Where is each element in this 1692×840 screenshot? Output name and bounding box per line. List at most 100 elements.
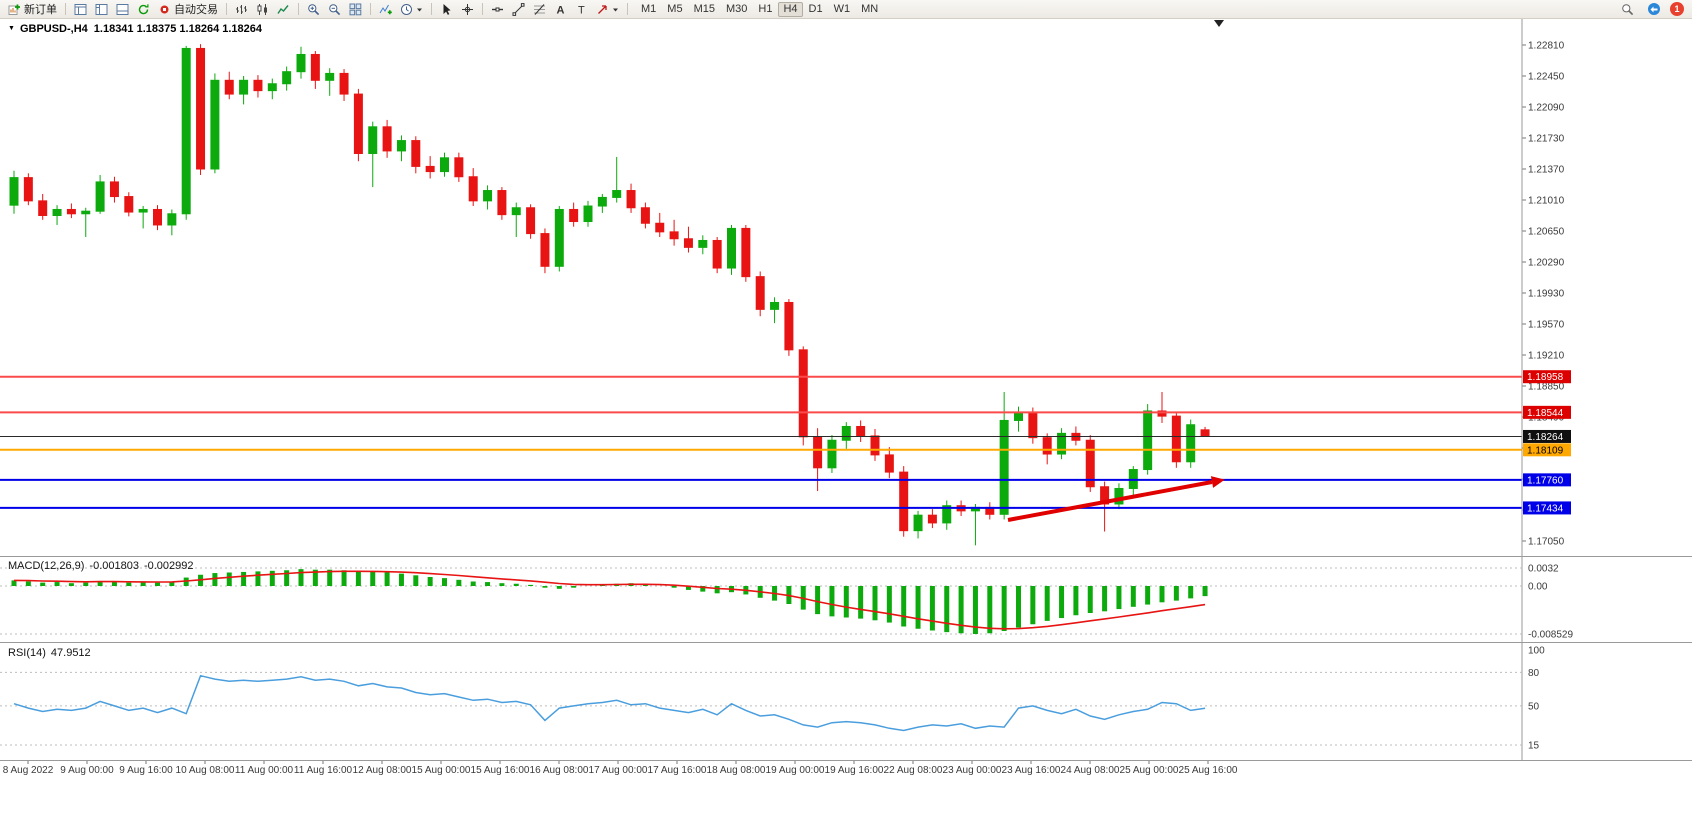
label-icon: T xyxy=(578,4,585,16)
svg-text:8 Aug 2022: 8 Aug 2022 xyxy=(3,765,54,776)
rsi-line xyxy=(13,674,1206,732)
cursor-button[interactable] xyxy=(436,1,457,17)
indicators-icon xyxy=(379,4,392,14)
chart-symbol-period: GBPUSD-,H4 xyxy=(19,23,88,35)
svg-text:9 Aug 16:00: 9 Aug 16:00 xyxy=(119,765,173,776)
terminal-icon xyxy=(116,3,129,15)
bar-chart-icon xyxy=(236,4,247,14)
refresh-button[interactable] xyxy=(133,1,154,17)
line-chart-button[interactable] xyxy=(273,1,294,17)
macd-signal-value: -0.002992 xyxy=(143,560,194,572)
auto-trading-label: 自动交易 xyxy=(174,4,218,16)
community-button[interactable] xyxy=(1643,1,1665,17)
svg-text:19 Aug 00:00: 19 Aug 00:00 xyxy=(766,765,825,776)
svg-text:1.18109: 1.18109 xyxy=(1527,445,1564,456)
navigator-icon xyxy=(95,3,108,15)
svg-text:11 Aug 00:00: 11 Aug 00:00 xyxy=(235,765,294,776)
svg-text:-0.008529: -0.008529 xyxy=(1528,629,1573,640)
rsi-title: RSI(14) xyxy=(8,647,46,659)
terminal-button[interactable] xyxy=(112,1,133,17)
tile-windows-button[interactable] xyxy=(345,1,366,17)
svg-text:1.21010: 1.21010 xyxy=(1528,196,1565,207)
svg-text:24 Aug 08:00: 24 Aug 08:00 xyxy=(1061,765,1120,776)
chart-ohlc-values: 1.18341 1.18375 1.18264 1.18264 xyxy=(93,23,262,35)
candlestick-chart-button[interactable] xyxy=(252,1,273,17)
svg-text:16 Aug 08:00: 16 Aug 08:00 xyxy=(530,765,589,776)
svg-text:80: 80 xyxy=(1528,668,1540,679)
svg-text:1.20650: 1.20650 xyxy=(1528,227,1565,238)
svg-text:9 Aug 00:00: 9 Aug 00:00 xyxy=(60,765,114,776)
time-axis: 8 Aug 2022 9 Aug 00:00 9 Aug 16:00 10 Aug 0… xyxy=(3,761,1238,776)
svg-text:15 Aug 00:00: 15 Aug 00:00 xyxy=(412,765,471,776)
svg-text:T: T xyxy=(578,4,585,16)
level-lines: 1.18958 1.18544 1.18264 1.18109 1.17760 1.174… xyxy=(0,370,1571,515)
cursor-icon xyxy=(443,3,451,15)
svg-text:1.19210: 1.19210 xyxy=(1528,351,1565,362)
chart-ohlc-header: GBPUSD-,H4 1.18341 1.18375 1.18264 1.1826… xyxy=(8,23,262,35)
candlestick-chart-icon xyxy=(257,3,267,15)
zoom-out-button[interactable] xyxy=(324,1,345,17)
text-button[interactable]: A xyxy=(550,1,571,17)
navigator-button[interactable] xyxy=(91,1,112,17)
market-watch-icon xyxy=(74,3,87,15)
svg-text:1.19570: 1.19570 xyxy=(1528,320,1565,331)
svg-text:17 Aug 00:00: 17 Aug 00:00 xyxy=(589,765,648,776)
fibonacci-button[interactable] xyxy=(529,1,550,17)
svg-text:11 Aug 16:00: 11 Aug 16:00 xyxy=(294,765,353,776)
svg-text:25 Aug 16:00: 25 Aug 16:00 xyxy=(1179,765,1238,776)
svg-text:18 Aug 08:00: 18 Aug 08:00 xyxy=(707,765,766,776)
community-icon xyxy=(1648,3,1660,15)
collapse-triangle-icon[interactable] xyxy=(8,23,20,35)
auto-trading-button[interactable]: 自动交易 xyxy=(154,1,222,17)
tab-timeframe-m30[interactable]: M30 xyxy=(721,2,752,17)
tab-timeframe-h4[interactable]: H4 xyxy=(778,1,803,17)
arrows-button[interactable] xyxy=(592,1,623,17)
svg-text:1.18958: 1.18958 xyxy=(1527,372,1564,383)
tab-timeframe-m15[interactable]: M15 xyxy=(689,2,720,17)
clock-icon xyxy=(401,3,412,15)
rsi-header: RSI(14) 47.9512 xyxy=(8,647,96,659)
horizontal-line-button[interactable] xyxy=(487,1,508,17)
tab-timeframe-w1[interactable]: W1 xyxy=(829,2,856,17)
bar-chart-button[interactable] xyxy=(231,1,252,17)
new-order-icon xyxy=(8,4,20,15)
shift-marker-icon xyxy=(1214,20,1224,27)
label-button[interactable]: T xyxy=(571,1,592,17)
notification-badge[interactable]: 1 xyxy=(1670,2,1684,16)
macd-signal-line xyxy=(13,570,1206,630)
svg-text:19 Aug 16:00: 19 Aug 16:00 xyxy=(825,765,884,776)
text-icon: A xyxy=(557,4,565,16)
new-order-button[interactable]: 新订单 xyxy=(4,1,61,17)
crosshair-button[interactable] xyxy=(457,1,478,17)
svg-text:1.22090: 1.22090 xyxy=(1528,103,1565,114)
toolbar-right: 1 xyxy=(1617,1,1688,17)
svg-text:15: 15 xyxy=(1528,741,1540,752)
macd-panel: 0.0032 0.00 -0.008529 xyxy=(0,564,1573,640)
svg-text:1.17760: 1.17760 xyxy=(1527,475,1564,486)
tab-timeframe-h1[interactable]: H1 xyxy=(753,2,777,17)
trend-arrow xyxy=(1007,480,1213,522)
rsi-value: 47.9512 xyxy=(50,647,91,659)
tab-timeframe-m1[interactable]: M1 xyxy=(636,2,661,17)
svg-text:1.22810: 1.22810 xyxy=(1528,41,1565,52)
search-button[interactable] xyxy=(1617,1,1638,17)
separator xyxy=(482,3,483,15)
separator xyxy=(627,3,628,15)
tab-timeframe-d1[interactable]: D1 xyxy=(804,2,828,17)
svg-text:12 Aug 08:00: 12 Aug 08:00 xyxy=(353,765,412,776)
market-watch-button[interactable] xyxy=(70,1,91,17)
line-chart-icon xyxy=(277,4,289,14)
svg-text:100: 100 xyxy=(1528,646,1545,657)
tab-timeframe-m5[interactable]: M5 xyxy=(662,2,687,17)
zoom-in-button[interactable] xyxy=(303,1,324,17)
svg-text:17 Aug 16:00: 17 Aug 16:00 xyxy=(648,765,707,776)
macd-header: MACD(12,26,9) -0.001803 -0.002992 xyxy=(8,560,199,572)
tab-timeframe-mn[interactable]: MN xyxy=(856,2,883,17)
separator xyxy=(226,3,227,15)
indicators-button[interactable] xyxy=(375,1,396,17)
periods-button[interactable] xyxy=(396,1,427,17)
trendline-button[interactable] xyxy=(508,1,529,17)
trend-arrow-head xyxy=(1210,476,1225,488)
caret-down-icon xyxy=(417,8,422,11)
